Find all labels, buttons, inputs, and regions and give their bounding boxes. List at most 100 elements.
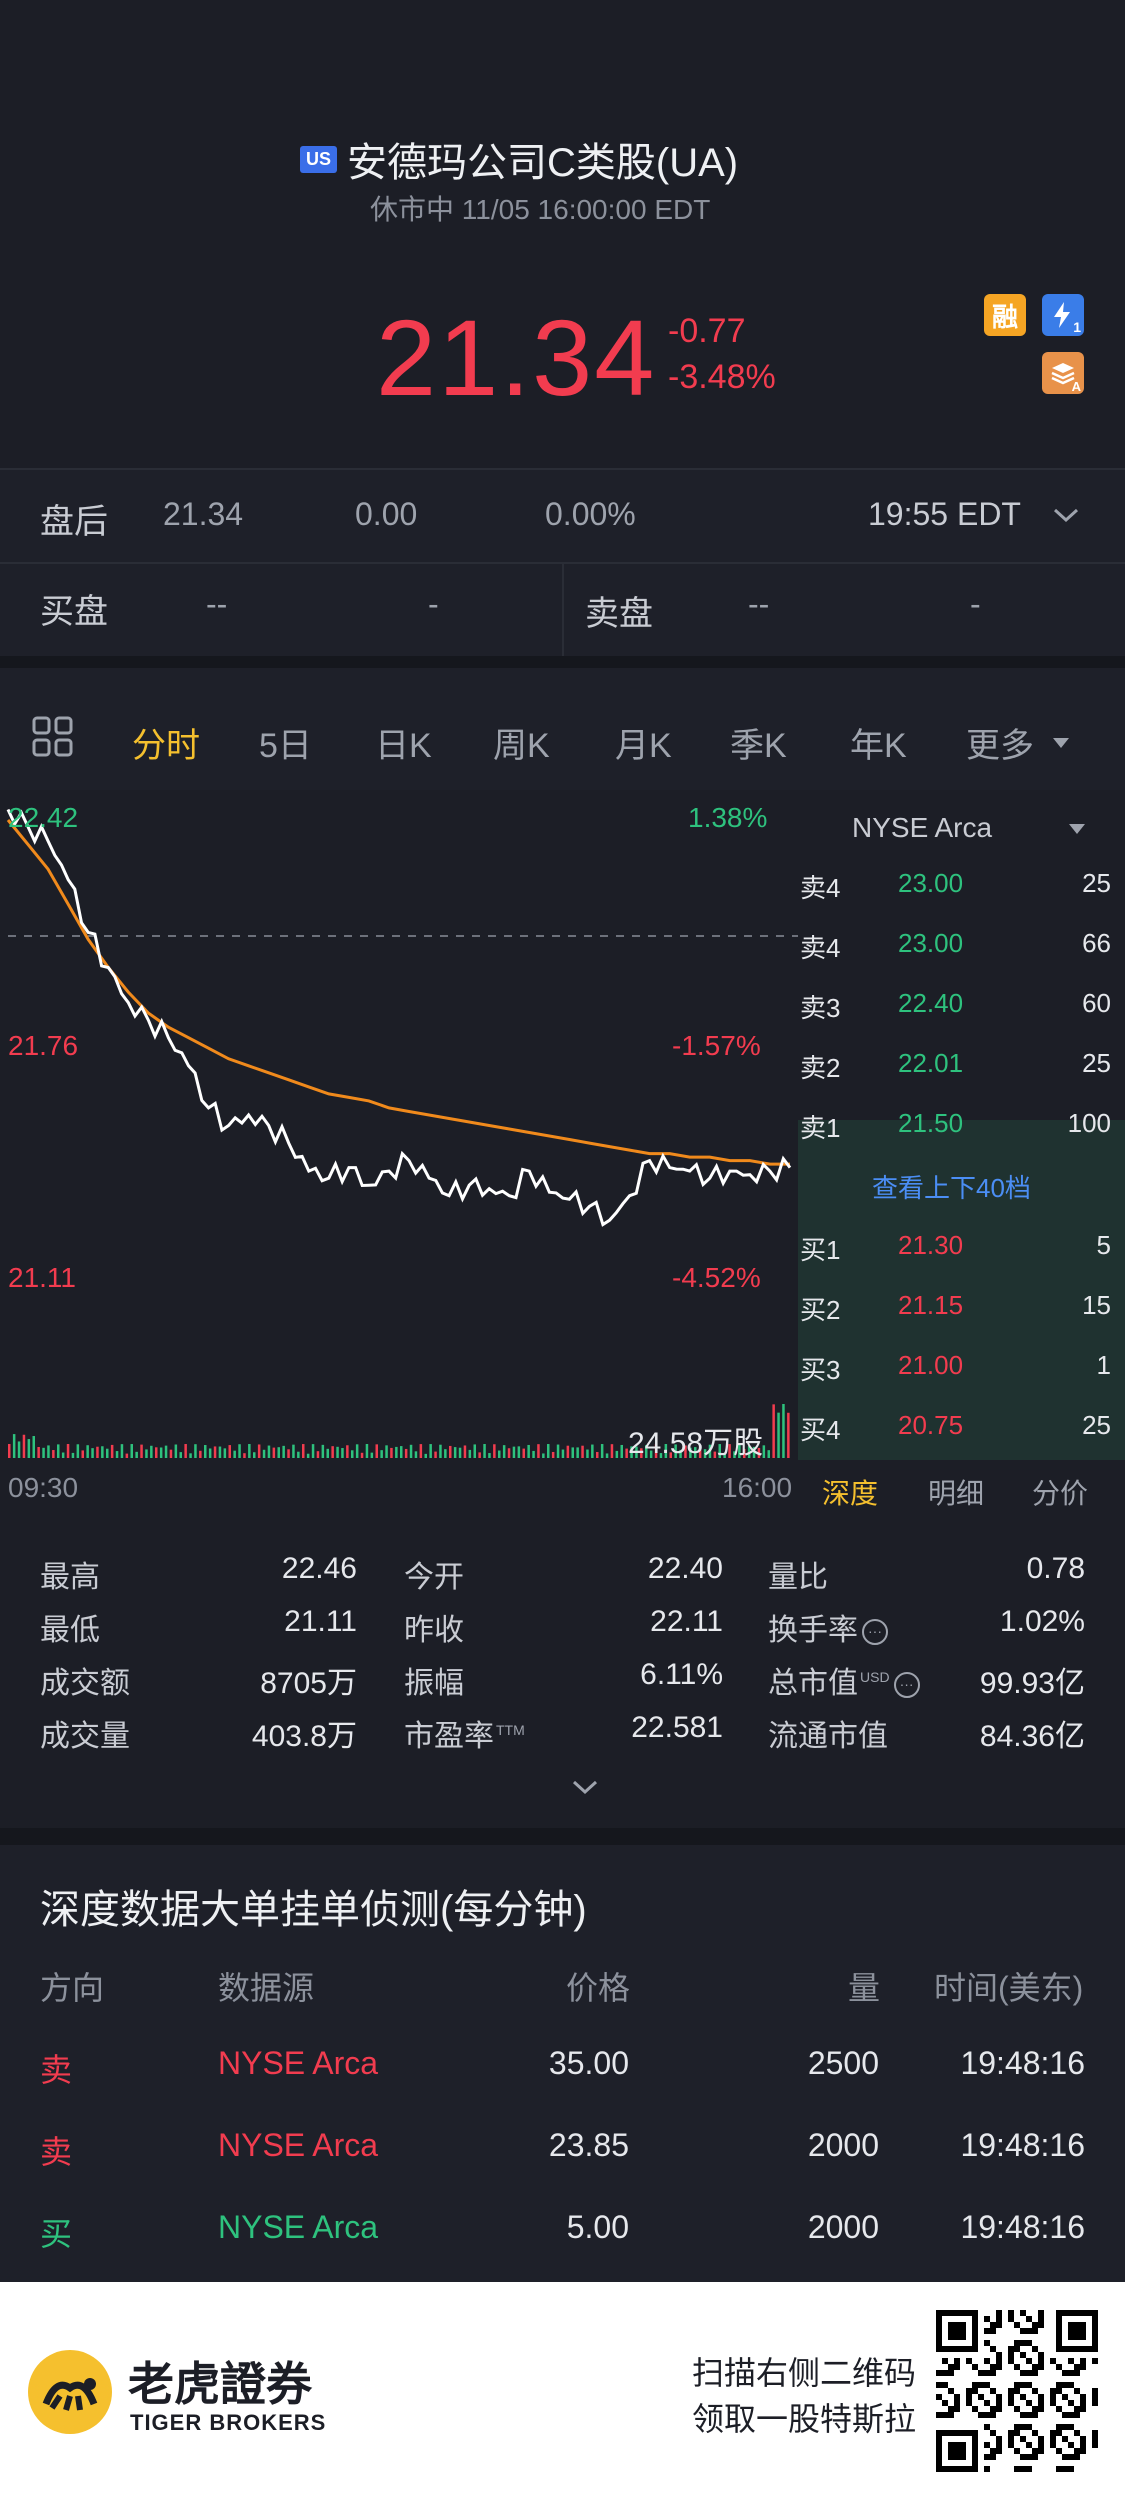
- fast-trade-icon[interactable]: 1: [1042, 294, 1084, 336]
- volume-bar: [645, 1445, 648, 1458]
- x-axis-end: 16:00: [722, 1472, 793, 1503]
- volume-bar: [522, 1448, 525, 1458]
- order-book: NYSE Arca 卖4 23.00 25 卖4 23.00 66 卖3 22.40…: [798, 790, 1125, 1460]
- volume-bar: [502, 1445, 506, 1458]
- ask-level-size: 25: [1082, 868, 1111, 898]
- ask-label: 卖盘: [585, 595, 653, 633]
- tab-daily-k[interactable]: 日K: [375, 727, 432, 765]
- volume-bar: [566, 1445, 570, 1458]
- tab-yearly-k[interactable]: 年K: [850, 727, 907, 765]
- intraday-chart[interactable]: [0, 790, 800, 1460]
- layers-tag-icon[interactable]: A: [1042, 352, 1084, 394]
- volume-bar: [600, 1444, 604, 1458]
- volume-bar: [262, 1449, 266, 1458]
- volume-bar: [27, 1439, 31, 1458]
- ask-level-price: 23.00: [898, 928, 964, 958]
- volume-bar: [228, 1445, 231, 1458]
- tab-weekly-k[interactable]: 周K: [493, 727, 550, 765]
- row-qty: 2000: [807, 2209, 879, 2245]
- chevron-down-icon[interactable]: [1052, 506, 1080, 526]
- volume-bar: [669, 1452, 672, 1458]
- volume-bar: [463, 1445, 467, 1458]
- volume-bar: [91, 1448, 94, 1458]
- orderbook-source[interactable]: NYSE Arca: [852, 812, 993, 843]
- stat-label: 最低: [40, 1614, 100, 1647]
- volume-bar: [483, 1444, 486, 1458]
- volume-bar: [640, 1448, 643, 1458]
- stat-value: 99.93亿: [979, 1667, 1085, 1700]
- ask-level-label: 卖3: [800, 993, 841, 1023]
- stat-value: 84.36亿: [979, 1720, 1085, 1753]
- volume-bar: [718, 1444, 721, 1458]
- volume-bar: [708, 1444, 712, 1458]
- volume-bar: [659, 1453, 663, 1458]
- volume-bar: [12, 1434, 16, 1458]
- stat-label: 成交额: [40, 1667, 130, 1700]
- volume-bar: [145, 1449, 148, 1458]
- volume-bar: [336, 1446, 339, 1458]
- info-icon[interactable]: ···: [862, 1619, 888, 1646]
- volume-bar: [532, 1450, 535, 1458]
- tab-monthly-k[interactable]: 月K: [615, 727, 672, 765]
- stat-sup: TTM: [496, 1722, 525, 1738]
- subtab-price-dist[interactable]: 分价: [1032, 1478, 1089, 1509]
- volume-bar: [8, 1444, 11, 1458]
- avg-price-line: [6, 819, 790, 1166]
- volume-bar: [478, 1452, 481, 1458]
- tab-quarterly-k[interactable]: 季K: [730, 727, 787, 765]
- info-icon[interactable]: ···: [893, 1672, 920, 1699]
- volume-bar: [576, 1447, 579, 1458]
- stat-label: 振幅: [404, 1667, 464, 1700]
- tab-5day[interactable]: 5日: [259, 727, 312, 765]
- subtab-depth[interactable]: 深度: [822, 1478, 879, 1509]
- volume-bar: [164, 1445, 168, 1458]
- brand-name-cn: 老虎證券: [128, 2358, 312, 2410]
- stat-value: 22.581: [631, 1711, 723, 1744]
- tab-more[interactable]: 更多: [966, 727, 1034, 765]
- volume-bar: [752, 1446, 756, 1458]
- volume-bar: [762, 1445, 766, 1458]
- volume-bar: [380, 1450, 383, 1458]
- qr-code-icon[interactable]: [936, 2310, 1098, 2472]
- promo-line-1: 扫描右侧二维码: [692, 2355, 917, 2391]
- view-40-levels-link[interactable]: 查看上下40档: [872, 1173, 1031, 1203]
- volume-bar: [365, 1444, 369, 1458]
- row-price: 5.00: [566, 2209, 629, 2245]
- volume-bar: [625, 1448, 628, 1458]
- last-price: 21.34: [376, 297, 657, 418]
- volume-bar: [507, 1448, 511, 1458]
- bid-panel: [798, 1120, 1125, 1460]
- caret-down-icon[interactable]: [1052, 736, 1070, 750]
- expand-chevron-icon[interactable]: [570, 1778, 600, 1798]
- stat-label: 流通市值: [768, 1720, 888, 1753]
- volume-bar: [556, 1444, 560, 1458]
- row-time: 19:48:16: [960, 2127, 1085, 2163]
- tab-intraday[interactable]: 分时: [132, 727, 200, 765]
- volume-bar: [586, 1449, 589, 1458]
- volume-bar: [370, 1452, 374, 1458]
- row-direction: 卖: [40, 2134, 73, 2170]
- row-source: NYSE Arca: [218, 2209, 379, 2245]
- caret-down-icon[interactable]: [1068, 822, 1086, 836]
- grid-icon[interactable]: [32, 716, 74, 758]
- after-hours-row[interactable]: 盘后 21.34 0.00 0.00% 19:55 EDT: [0, 470, 1125, 562]
- y-axis-top: 22.42: [8, 802, 79, 833]
- volume-bar: [32, 1436, 35, 1458]
- subtab-detail[interactable]: 明细: [928, 1478, 985, 1509]
- volume-bar: [777, 1412, 780, 1458]
- table-row: 买 NYSE Arca 5.00 2000 19:48:16: [0, 2209, 1125, 2269]
- volume-bar: [22, 1434, 26, 1458]
- volume-bar: [189, 1453, 192, 1458]
- row-source: NYSE Arca: [218, 2127, 379, 2163]
- volume-bar: [155, 1447, 158, 1458]
- volume-bar: [551, 1451, 555, 1458]
- volume-bar: [199, 1450, 202, 1458]
- margin-tag-icon[interactable]: 融: [984, 294, 1026, 336]
- volume-bar: [66, 1444, 70, 1458]
- bid-level-label: 买2: [800, 1295, 841, 1325]
- table-row: 卖 NYSE Arca 35.00 2500 19:48:16: [0, 2045, 1125, 2105]
- bid-level-size: 15: [1082, 1290, 1111, 1320]
- volume-bar: [277, 1447, 280, 1458]
- bid-level-label: 买1: [800, 1235, 841, 1265]
- volume-bar: [767, 1450, 770, 1458]
